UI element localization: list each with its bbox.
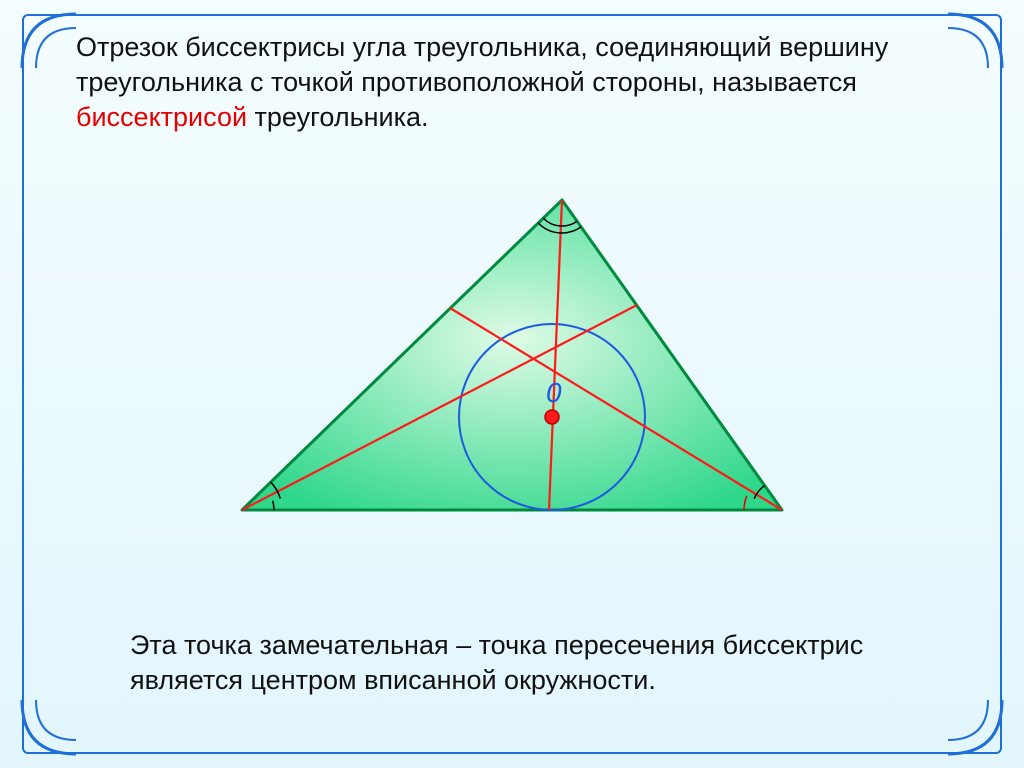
- diagram-container: 0: [0, 170, 1024, 550]
- svg-text:0: 0: [546, 377, 562, 408]
- frame-corner-icon: [14, 6, 84, 76]
- footer-text: Эта точка замечательная – точка пересече…: [130, 628, 914, 698]
- frame-corner-icon: [940, 692, 1010, 762]
- definition-part1: Отрезок биссектрисы угла треугольника, с…: [76, 32, 888, 97]
- frame-corner-icon: [14, 692, 84, 762]
- definition-part2: треугольника.: [247, 102, 429, 132]
- definition-text: Отрезок биссектрисы угла треугольника, с…: [76, 30, 948, 135]
- triangle-diagram: 0: [202, 170, 822, 550]
- slide-page: Отрезок биссектрисы угла треугольника, с…: [0, 0, 1024, 768]
- definition-highlight: биссектрисой: [76, 102, 247, 132]
- frame-corner-icon: [940, 6, 1010, 76]
